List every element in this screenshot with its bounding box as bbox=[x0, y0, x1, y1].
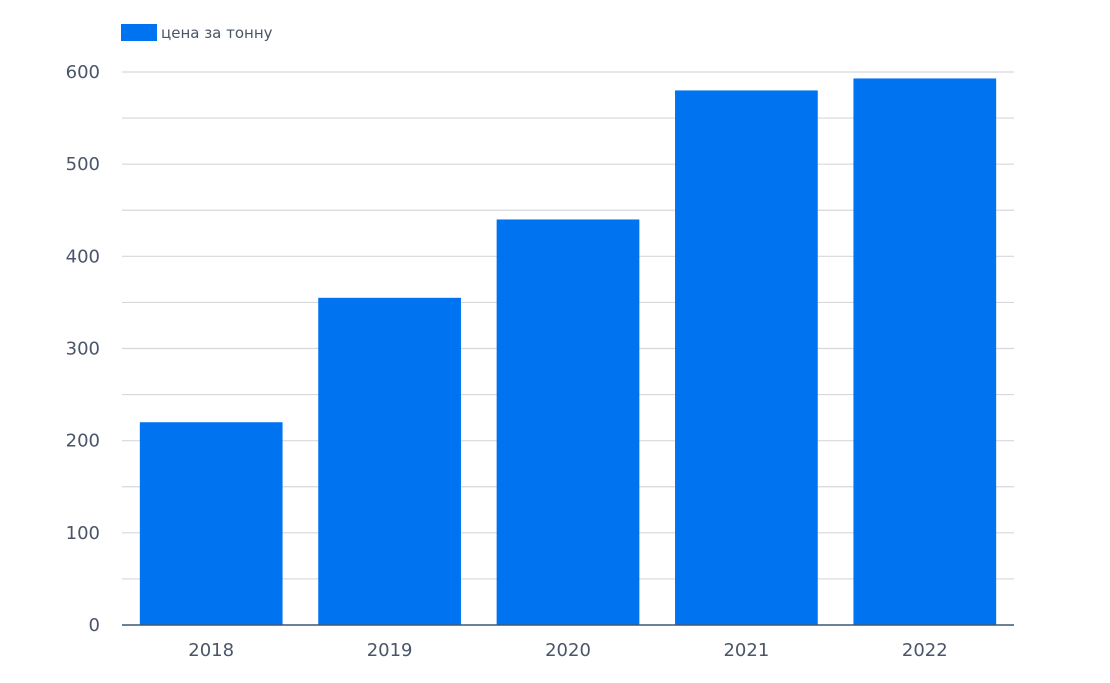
bar-2020 bbox=[496, 219, 640, 625]
x-tick-label: 2018 bbox=[188, 640, 234, 661]
y-tick-label: 200 bbox=[66, 431, 100, 452]
bar-2019 bbox=[318, 297, 461, 625]
bar-2021 bbox=[675, 90, 818, 625]
legend-label: цена за тонну bbox=[161, 24, 273, 42]
y-tick-label: 0 bbox=[89, 615, 100, 636]
x-tick-label: 2019 bbox=[367, 640, 413, 661]
y-tick-label: 600 bbox=[66, 62, 100, 83]
x-tick-label: 2020 bbox=[545, 640, 591, 661]
axes: 0 100 200 300 400 500 600 2018 2019 2020 2021 2022 bbox=[66, 62, 1014, 661]
y-tick-label: 400 bbox=[66, 246, 100, 267]
x-tick-label: 2022 bbox=[902, 640, 948, 661]
x-tick-label: 2021 bbox=[723, 640, 769, 661]
y-tick-label: 100 bbox=[66, 523, 100, 544]
legend: цена за тонну bbox=[121, 24, 273, 42]
y-tick-label: 300 bbox=[66, 339, 100, 360]
legend-swatch bbox=[121, 24, 157, 41]
bar-2022 bbox=[853, 78, 997, 626]
y-tick-label: 500 bbox=[66, 154, 100, 175]
bar-2018 bbox=[139, 422, 283, 625]
bars bbox=[139, 78, 997, 626]
